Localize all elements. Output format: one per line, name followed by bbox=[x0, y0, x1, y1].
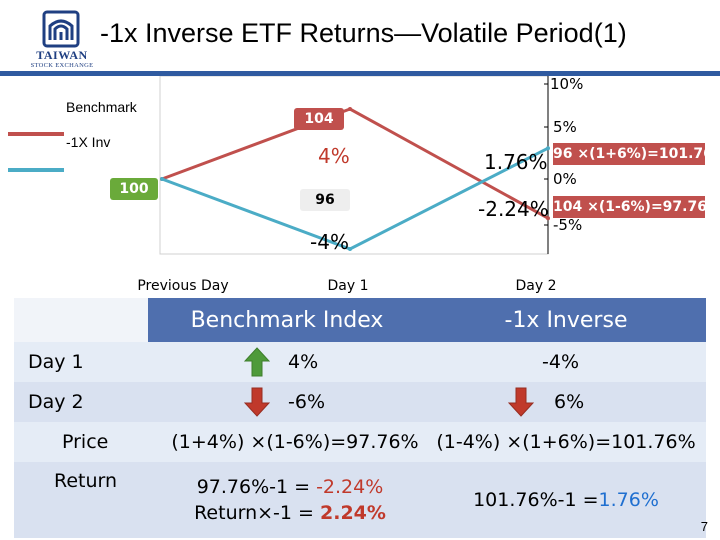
bench-return-formula: 97.76%-1 = bbox=[196, 476, 317, 498]
x-tick-label: Day 1 bbox=[327, 278, 368, 294]
data-point bbox=[348, 107, 352, 111]
right-axis-tick-label: 10% bbox=[550, 76, 583, 93]
page-number: 7 bbox=[700, 519, 708, 534]
inv-price-formula: (1-4%) ×(1+6%)=101.76% bbox=[436, 431, 696, 453]
inv-day2-change: 1.76% bbox=[484, 150, 548, 174]
table-row: Return 97.76%-1 = -2.24% Return×-1 = 2.2… bbox=[14, 462, 706, 538]
right-axis-tick-label: 5% bbox=[553, 118, 577, 136]
inv-day1-value: -4% bbox=[542, 351, 579, 373]
plot-area bbox=[159, 76, 549, 255]
inverse-return-value: 2.24% bbox=[320, 502, 386, 524]
inv-day2-value: 6% bbox=[554, 391, 585, 413]
data-point bbox=[546, 146, 550, 151]
x-tick-label: Day 2 bbox=[515, 278, 556, 294]
right-axis-tick-label: 0% bbox=[553, 170, 577, 188]
bench-return-value: -2.24% bbox=[316, 476, 384, 498]
slide-header: TAIWAN STOCK EXCHANGE -1x Inverse ETF Re… bbox=[0, 0, 720, 72]
row-label: Return bbox=[54, 470, 118, 492]
row-label: Price bbox=[62, 431, 109, 453]
bench-day1-value: 4% bbox=[288, 351, 319, 373]
down-arrow-icon bbox=[244, 382, 284, 422]
legend-inverse-swatch bbox=[8, 168, 64, 172]
inv-day1-change: -4% bbox=[310, 230, 349, 254]
inv-day1-label: 96 bbox=[300, 189, 350, 211]
up-arrow-icon bbox=[244, 342, 284, 382]
right-axis-tick-label: -5% bbox=[553, 216, 582, 234]
header-divider bbox=[0, 71, 720, 76]
x-tick-label: Previous Day bbox=[137, 278, 228, 294]
bench-day1-label: 104 bbox=[294, 108, 344, 130]
table-row: Day 1 4% -4% bbox=[14, 342, 706, 382]
row-label: Day 1 bbox=[28, 351, 84, 373]
header-corner-tint bbox=[14, 298, 148, 342]
inv-return-formula: 101.76%-1 = bbox=[473, 489, 599, 511]
row-label: Day 2 bbox=[28, 391, 84, 413]
inv-return-value: 1.76% bbox=[598, 489, 659, 511]
returns-chart: 10% 5% 0% -5% Previous Day Day 1 Day 2 bbox=[137, 76, 583, 294]
col-inverse: -1x Inverse bbox=[426, 298, 706, 342]
exchange-logo: TAIWAN STOCK EXCHANGE bbox=[30, 10, 94, 69]
bench-day2-calc: 104 ×(1-6%)=97.76 bbox=[553, 196, 707, 218]
bench-day1-change: 4% bbox=[318, 144, 350, 168]
legend-inverse-label: -1X Inv bbox=[66, 134, 111, 150]
start-value-label: 100 bbox=[110, 178, 158, 200]
table-row: Price (1+4%) ×(1-6%)=97.76% (1-4%) ×(1+6… bbox=[14, 422, 706, 462]
slide-title: -1x Inverse ETF Returns—Volatile Period(… bbox=[100, 18, 627, 48]
header-corner bbox=[14, 298, 148, 342]
legend-benchmark-swatch bbox=[8, 132, 64, 136]
down-arrow-icon bbox=[508, 382, 548, 422]
logo-emblem-icon bbox=[42, 10, 80, 48]
inv-day2-calc: 96 ×(1+6%)=101.76 bbox=[553, 143, 713, 165]
bench-day2-change: -2.24% bbox=[478, 197, 549, 221]
inv-return-cell: 101.76%-1 = 1.76% bbox=[426, 462, 706, 538]
bench-price-formula: (1+4%) ×(1-6%)=97.76% bbox=[171, 431, 419, 453]
col-benchmark: Benchmark Index bbox=[148, 298, 426, 342]
comparison-table: Benchmark Index -1x Inverse Day 1 4% -4%… bbox=[14, 298, 706, 538]
logo-name: TAIWAN bbox=[36, 48, 88, 62]
bench-return-cell: 97.76%-1 = -2.24% Return×-1 = 2.24% bbox=[154, 462, 426, 538]
inverse-return-formula: Return×-1 = bbox=[194, 502, 320, 524]
data-point bbox=[160, 177, 164, 181]
table-row: Day 2 -6% 6% bbox=[14, 382, 706, 422]
table-header-row: Benchmark Index -1x Inverse bbox=[14, 298, 706, 342]
logo-subtitle: STOCK EXCHANGE bbox=[30, 62, 94, 69]
data-point bbox=[348, 247, 352, 251]
data-point bbox=[546, 216, 550, 221]
legend-benchmark-label: Benchmark bbox=[66, 99, 137, 115]
bench-day2-value: -6% bbox=[288, 391, 325, 413]
